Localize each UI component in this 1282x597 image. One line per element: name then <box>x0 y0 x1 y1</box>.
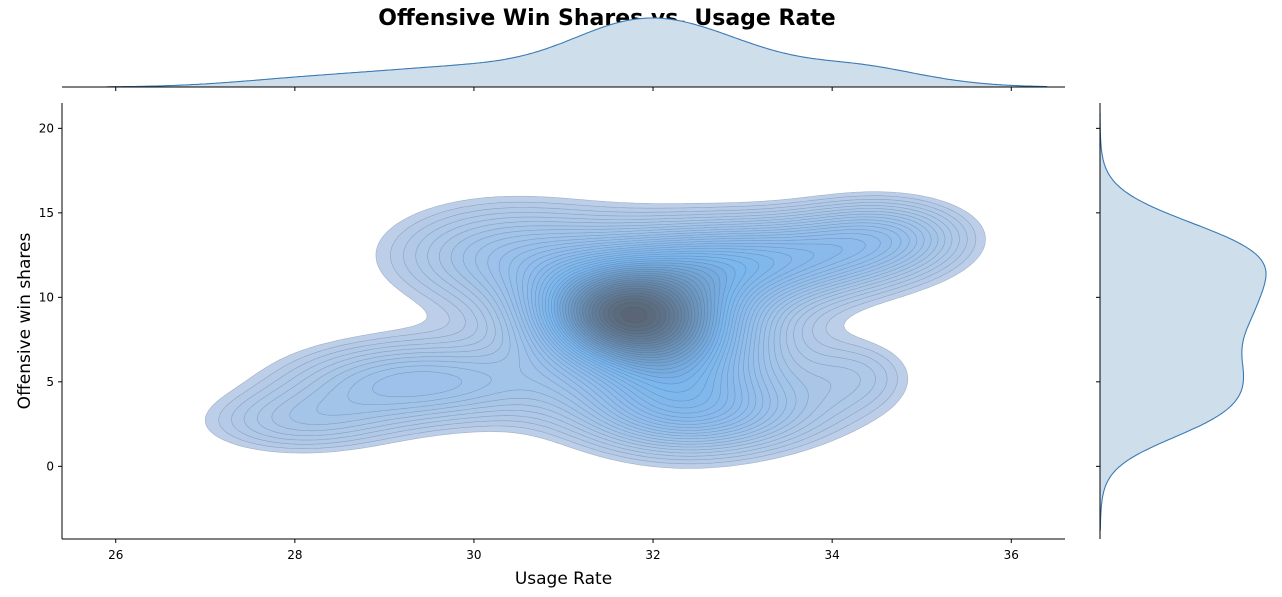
density-contour-line-32 <box>579 279 692 351</box>
density-contour-line-40 <box>607 298 662 332</box>
x-tick-label: 32 <box>645 548 660 562</box>
density-contour-line-25 <box>559 264 716 370</box>
top-marginal-kde <box>106 17 1048 88</box>
x-tick-label: 34 <box>825 548 840 562</box>
top-marginal-line <box>106 17 1048 88</box>
density-contour-line-7 <box>289 211 939 448</box>
density-contour-42 <box>620 306 648 323</box>
density-contour-line-9 <box>347 216 925 442</box>
density-contour-line-4 <box>243 202 960 457</box>
density-contour-line-41 <box>613 301 656 328</box>
axes: 26 28 30 32 34 36 0 5 10 15 20 <box>39 86 1101 562</box>
density-contour-line-26 <box>562 266 712 367</box>
density-contour-line-5 <box>256 205 953 454</box>
density-contour-line-1 <box>204 191 986 469</box>
density-contour-line-28 <box>567 271 705 361</box>
density-contour-line-42 <box>620 306 648 324</box>
density-contour-line-31 <box>576 277 696 354</box>
x-tick-label: 28 <box>287 548 302 562</box>
density-contour-line-39 <box>603 295 667 335</box>
density-contour-line-37 <box>595 290 675 340</box>
density-contour-line-38 <box>599 292 671 337</box>
density-contour-line-20 <box>544 253 760 402</box>
x-tick-label: 26 <box>108 548 123 562</box>
y-axis-label: Offensive win shares <box>15 233 35 410</box>
y-tick-label: 5 <box>46 375 54 389</box>
density-contour-line-19 <box>541 250 775 409</box>
density-contour-line-17 <box>534 245 814 418</box>
y-tick-label: 20 <box>39 121 54 135</box>
density-contour-line-14 <box>522 233 881 428</box>
density-contour-line-33 <box>582 281 689 349</box>
density-contour-line-13 <box>516 229 892 431</box>
density-contour-line-35 <box>588 285 682 344</box>
density-contour-line-24 <box>556 262 721 374</box>
y-tick-label: 10 <box>39 290 54 304</box>
x-tick-label: 36 <box>1004 548 1019 562</box>
density-contour-line-23 <box>553 260 727 379</box>
density-contour-line-2 <box>218 195 977 465</box>
density-contour-line-16 <box>531 243 843 422</box>
x-axis-label: Usage Rate <box>515 569 612 589</box>
density-contour-line-36 <box>591 288 679 342</box>
density-contour-line-22 <box>550 258 736 385</box>
x-tick-label: 30 <box>466 548 481 562</box>
density-contour-line-27 <box>565 269 709 364</box>
density-contour-line-21 <box>547 255 747 393</box>
y-tick-label: 0 <box>46 459 54 473</box>
density-contour-line-11 <box>498 222 910 437</box>
density-contour-line-6 <box>271 208 946 451</box>
density-contour-line-10 <box>372 219 918 440</box>
density-contour-line-15 <box>527 238 866 425</box>
right-marginal-fill <box>1100 113 1266 531</box>
density-contour-line-8 <box>316 213 932 445</box>
density-contour-line-30 <box>573 275 699 356</box>
right-marginal-kde <box>1099 113 1267 531</box>
density-contour-line-18 <box>538 248 793 414</box>
y-tick-label: 15 <box>39 206 54 220</box>
density-contour-line-12 <box>508 225 902 434</box>
main-kde-plot <box>204 191 986 469</box>
density-contour-line-3 <box>231 199 968 461</box>
density-contour-line-34 <box>585 283 686 347</box>
top-marginal-fill <box>106 18 1048 87</box>
right-marginal-line <box>1099 113 1267 531</box>
density-contour-line-29 <box>570 273 702 358</box>
